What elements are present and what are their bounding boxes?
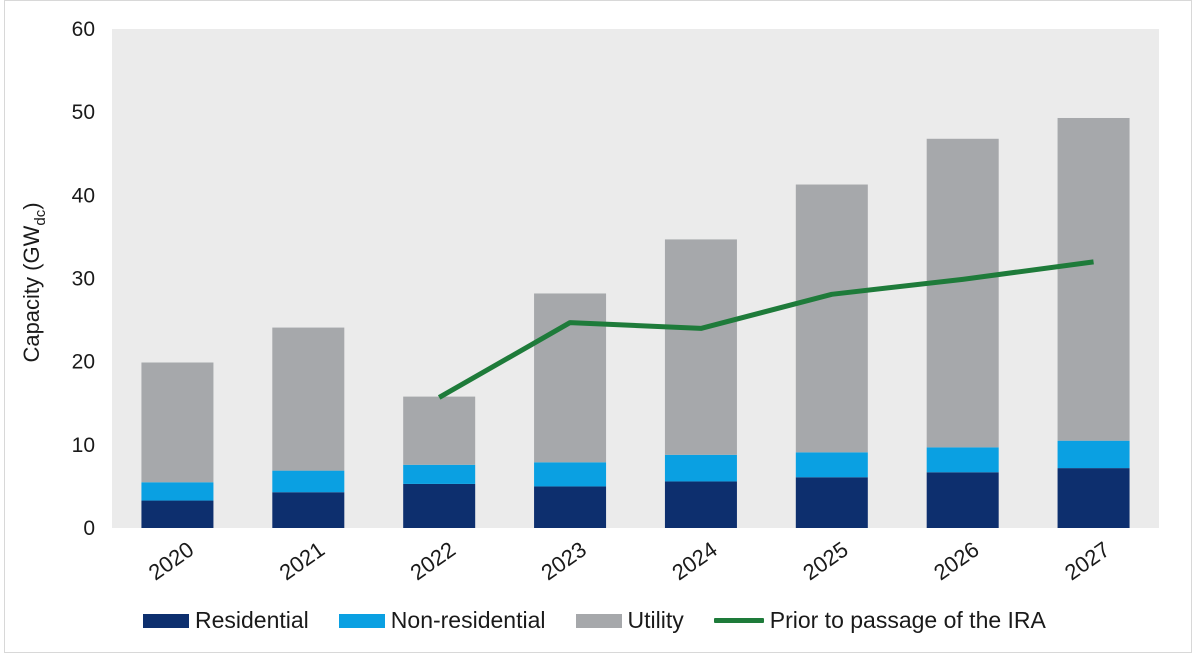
y-tick-label: 30	[72, 268, 95, 291]
legend: Residential Non-residential Utility Prio…	[143, 607, 1076, 634]
bar-non-residential-2020	[141, 482, 214, 501]
bar-utility-2023	[534, 293, 607, 463]
plot-area	[112, 29, 1159, 528]
bar-residential-2025	[795, 477, 868, 528]
x-tick-label: 2020	[144, 537, 198, 586]
x-tick-label: 2025	[798, 537, 852, 586]
bar-residential-2022	[403, 483, 476, 528]
x-axis: 2020 2021 2022 2023 2024 2025 2026 2027	[144, 537, 1115, 586]
bar-non-residential-2026	[926, 447, 999, 473]
y-tick-label: 0	[83, 517, 95, 540]
y-tick-label: 10	[72, 434, 95, 457]
chart-frame: 0 10 20 30 40 50 60 2020 2021 2022 2023 2024 2025 20…	[4, 0, 1192, 653]
legend-label-residential: Residential	[195, 607, 309, 633]
bar-residential-2020	[141, 500, 214, 528]
bar-utility-2026	[926, 138, 999, 448]
bar-utility-2022	[403, 396, 476, 465]
ira-line	[437, 259, 1094, 400]
legend-label-utility: Utility	[627, 607, 684, 633]
y-tick-label: 50	[72, 101, 95, 124]
bar-non-residential-2022	[403, 464, 476, 484]
bars-group	[141, 117, 1130, 528]
x-tick-label: 2024	[667, 537, 721, 586]
bar-residential-2027	[1057, 468, 1130, 528]
bar-utility-2021	[272, 327, 345, 471]
legend-label-ira-line: Prior to passage of the IRA	[769, 607, 1046, 633]
bar-non-residential-2021	[272, 470, 345, 493]
legend-item-ira-line: Prior to passage of the IRA	[713, 607, 1046, 634]
y-tick-label: 40	[72, 184, 95, 207]
legend-item-utility: Utility	[575, 607, 684, 634]
bar-non-residential-2023	[534, 462, 607, 487]
y-tick-label: 20	[72, 351, 95, 374]
x-tick-label: 2027	[1060, 537, 1114, 586]
bar-residential-2026	[926, 472, 999, 528]
legend-swatch-non-residential	[338, 613, 385, 628]
bar-residential-2024	[664, 481, 737, 528]
legend-item-residential: Residential	[143, 607, 309, 634]
bar-non-residential-2025	[795, 452, 868, 478]
y-tick-label: 60	[72, 18, 95, 41]
bar-utility-2025	[795, 184, 868, 453]
bar-utility-2024	[664, 239, 737, 455]
legend-item-non-residential: Non-residential	[338, 607, 546, 634]
x-tick-label: 2023	[536, 537, 590, 586]
legend-swatch-residential	[143, 613, 189, 628]
legend-swatch-ira-line	[713, 618, 764, 623]
x-tick-label: 2022	[406, 537, 460, 586]
bar-non-residential-2027	[1057, 440, 1130, 469]
legend-label-non-residential: Non-residential	[390, 607, 546, 633]
bar-residential-2023	[534, 486, 607, 528]
y-axis: 0 10 20 30 40 50 60	[72, 18, 95, 540]
ira-line-group	[437, 259, 1094, 400]
bar-utility-2027	[1057, 117, 1130, 441]
bar-utility-2020	[141, 362, 214, 483]
y-axis-label: Capacity (GWdc)	[19, 202, 49, 362]
x-tick-label: 2021	[275, 537, 329, 586]
bar-non-residential-2024	[664, 454, 737, 482]
x-tick-label: 2026	[929, 537, 983, 586]
bar-residential-2021	[272, 492, 345, 528]
legend-swatch-utility	[575, 613, 622, 628]
